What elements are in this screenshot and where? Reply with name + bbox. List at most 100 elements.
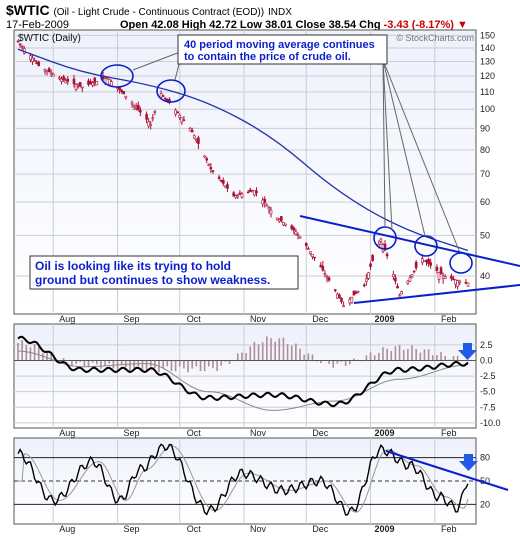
price-bar-body bbox=[290, 225, 294, 229]
price-bar-body bbox=[33, 60, 36, 62]
price-bar-body bbox=[400, 291, 403, 295]
oil-note-box bbox=[29, 255, 299, 290]
price-tick-label: 60 bbox=[480, 197, 490, 207]
price-bar-body bbox=[64, 80, 67, 84]
macd-tick-label: -7.5 bbox=[480, 402, 496, 412]
x-tick-label-macd: 2009 bbox=[375, 428, 395, 438]
price-tick-label: 130 bbox=[480, 56, 495, 66]
price-bar-body bbox=[78, 82, 82, 87]
price-bar-body bbox=[180, 117, 184, 123]
price-bar-body bbox=[421, 258, 424, 263]
price-bar-body bbox=[35, 62, 38, 64]
price-bar-body bbox=[354, 292, 358, 294]
macd-tick-label: -5.0 bbox=[480, 387, 496, 397]
price-bar-body bbox=[309, 251, 312, 254]
price-bar-body bbox=[240, 193, 244, 198]
price-bar-body bbox=[294, 231, 298, 235]
price-bar-body bbox=[232, 192, 235, 197]
price-bar-body bbox=[356, 290, 360, 293]
close-label: Close bbox=[295, 19, 326, 31]
price-bar-body bbox=[124, 95, 128, 99]
price-bar-body bbox=[45, 70, 49, 73]
low-label: Low bbox=[239, 19, 262, 31]
price-bar-body bbox=[149, 124, 153, 126]
highlight-circle-jan-b bbox=[414, 235, 438, 257]
price-bar-body bbox=[182, 119, 186, 122]
x-tick-label-price: Oct bbox=[187, 314, 202, 324]
price-bar-body bbox=[412, 270, 416, 273]
instrument-name: (Oil - Light Crude - Continuous Contract… bbox=[53, 7, 265, 18]
oscillator-arrow-icon bbox=[459, 454, 478, 471]
low-value: 38.01 bbox=[264, 19, 293, 31]
exchange-label: INDX bbox=[267, 7, 292, 18]
price-bar-body bbox=[371, 255, 374, 262]
price-bar-body bbox=[195, 139, 198, 141]
price-bar-body bbox=[176, 111, 179, 114]
price-bar-body bbox=[16, 40, 20, 43]
price-bar-body bbox=[236, 194, 240, 197]
price-bar-body bbox=[408, 277, 412, 282]
price-bar-body bbox=[321, 265, 325, 271]
price-bar-body bbox=[284, 223, 287, 226]
macd-line bbox=[17, 335, 469, 408]
price-bar-body bbox=[458, 280, 462, 283]
price-bar-body bbox=[166, 98, 169, 101]
price-bar-body bbox=[136, 104, 140, 111]
price-bar-body bbox=[319, 264, 323, 268]
price-bar-body bbox=[58, 77, 61, 80]
price-bar-body bbox=[367, 272, 370, 279]
price-bar-body bbox=[116, 87, 119, 89]
price-bar-body bbox=[425, 259, 428, 263]
oscillator-tick-label: 80 bbox=[480, 453, 490, 463]
price-bar-body bbox=[296, 234, 300, 236]
price-bar-body bbox=[325, 276, 329, 279]
oscillator-trendline bbox=[385, 450, 509, 491]
price-bar-body bbox=[147, 121, 150, 127]
price-bar-body bbox=[265, 204, 269, 207]
price-bar-body bbox=[49, 72, 53, 75]
price-bar-body bbox=[429, 262, 432, 266]
price-bar-body bbox=[396, 285, 399, 289]
moving-average-line bbox=[17, 48, 469, 252]
price-tick-label: 150 bbox=[480, 30, 495, 40]
macd-tick-label: -10.0 bbox=[480, 418, 501, 428]
price-bar-body bbox=[275, 217, 279, 220]
x-tick-label-macd: Oct bbox=[187, 428, 202, 438]
price-bar-body bbox=[139, 109, 142, 113]
oscillator-tick-label: 50 bbox=[480, 476, 490, 486]
price-tick-label: 80 bbox=[480, 145, 490, 155]
x-tick-label-osc: Oct bbox=[187, 524, 202, 534]
oscillator-signal-line bbox=[18, 445, 469, 513]
x-tick-label-macd: Feb bbox=[441, 428, 457, 438]
price-bar-body bbox=[348, 298, 352, 304]
change-value: -3.43 (-8.17%) bbox=[383, 19, 454, 31]
price-bar-body bbox=[379, 238, 383, 242]
price-bar-body bbox=[145, 113, 148, 120]
price-bar-body bbox=[383, 243, 387, 251]
price-bar-body bbox=[217, 176, 221, 179]
price-bar-body bbox=[60, 78, 63, 82]
x-tick-label-price: Feb bbox=[441, 314, 457, 324]
price-bar-body bbox=[369, 263, 372, 267]
price-bar-body bbox=[51, 73, 55, 77]
price-bar-body bbox=[466, 282, 470, 287]
price-bar-body bbox=[365, 278, 368, 282]
macd-tick-label: 0.0 bbox=[480, 355, 493, 365]
change-label: Chg bbox=[359, 19, 381, 31]
price-bar-body bbox=[261, 199, 265, 205]
price-bar-body bbox=[174, 109, 177, 115]
price-bar-body bbox=[226, 184, 229, 189]
price-bar-body bbox=[280, 216, 283, 222]
price-bar-body bbox=[188, 128, 192, 132]
resistance-trendline bbox=[299, 215, 520, 267]
price-bar-body bbox=[192, 135, 196, 139]
price-bar-body bbox=[251, 190, 254, 193]
price-bar-body bbox=[120, 89, 123, 93]
price-bar-body bbox=[253, 190, 256, 196]
price-bar-body bbox=[423, 260, 426, 262]
x-tick-label-price: Nov bbox=[250, 314, 267, 324]
x-tick-label-macd: Aug bbox=[59, 428, 75, 438]
price-bar-body bbox=[62, 76, 65, 81]
chart-header-title: $WTIC (Oil - Light Crude - Continuous Co… bbox=[6, 2, 292, 18]
price-bar-body bbox=[151, 117, 155, 120]
